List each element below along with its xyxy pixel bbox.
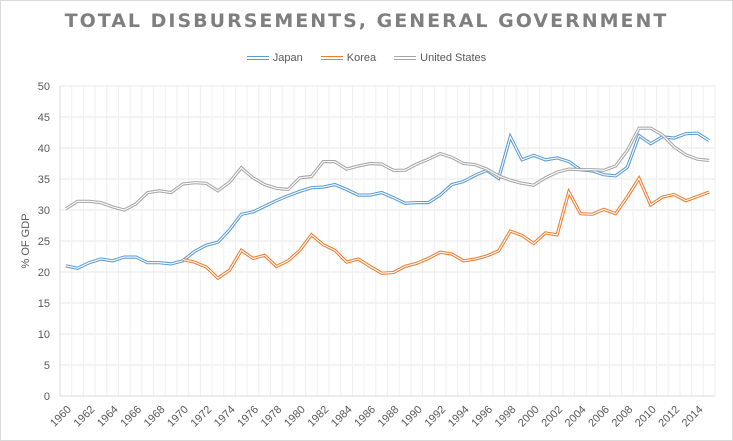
legend-label-united-states: United States	[420, 52, 487, 64]
series-line-inner-japan	[65, 132, 710, 269]
x-tick-label: 2008	[610, 404, 636, 430]
legend-item-japan: Japan	[246, 52, 303, 64]
series-lines	[64, 126, 711, 281]
y-tick-label: 30	[38, 205, 50, 217]
x-tick-label: 1974	[212, 404, 238, 430]
x-tick-label: 1992	[422, 404, 448, 430]
x-tick-label: 1968	[142, 404, 168, 430]
y-tick-label: 40	[38, 143, 50, 155]
y-tick-label: 0	[44, 391, 50, 403]
tick-labels: 0 5 10 15 20 25 30 35 40 45 50 19601962196419661968…	[38, 81, 706, 429]
series-japan	[65, 131, 711, 270]
series-korea	[182, 174, 710, 281]
x-tick-label: 1976	[235, 404, 261, 430]
x-tick-label: 2010	[633, 404, 659, 430]
legend-label-japan: Japan	[272, 52, 303, 64]
axes	[59, 86, 715, 397]
series-line-inner-united-states	[65, 127, 710, 211]
series-line-inner-korea	[182, 177, 710, 279]
chart-title: TOTAL DISBURSEMENTS, GENERAL GOVERNMENT	[64, 10, 669, 32]
x-tick-label: 2002	[539, 404, 565, 430]
gridlines	[59, 85, 716, 396]
y-tick-label: 35	[38, 174, 50, 186]
y-tick-label: 10	[38, 329, 50, 341]
x-tick-label: 1966	[118, 404, 144, 430]
x-tick-label: 1990	[399, 404, 425, 430]
x-tick-label: 1984	[329, 404, 355, 430]
x-tick-label: 1978	[259, 404, 285, 430]
y-tick-label: 50	[38, 81, 50, 93]
x-tick-label: 2006	[586, 404, 612, 430]
y-tick-label: 20	[38, 267, 50, 279]
legend: Japan Korea United States	[0, 52, 733, 64]
x-tick-label: 2004	[563, 404, 589, 430]
x-tick-label: 1998	[493, 404, 519, 430]
x-tick-label: 1972	[189, 404, 215, 430]
x-tick-label: 2014	[680, 404, 706, 430]
y-axis-label: % OF GDP	[20, 213, 32, 268]
x-tick-label: 2012	[656, 404, 682, 430]
x-tick-label: 1982	[305, 404, 331, 430]
legend-label-korea: Korea	[346, 52, 377, 64]
y-tick-label: 15	[38, 298, 50, 310]
y-tick-label: 45	[38, 112, 50, 124]
y-tick-label: 25	[38, 236, 50, 248]
x-tick-label: 1994	[446, 404, 472, 430]
legend-swatch-united-states	[394, 56, 417, 60]
x-tick-label: 1970	[165, 404, 191, 430]
x-tick-label: 1980	[282, 404, 308, 430]
legend-item-united-states: United States	[394, 52, 486, 64]
x-tick-label: 1962	[72, 404, 98, 430]
y-tick-label: 5	[44, 360, 50, 372]
x-tick-label: 2000	[516, 404, 542, 430]
x-tick-label: 1988	[376, 404, 402, 430]
legend-swatch-korea	[320, 56, 343, 60]
legend-swatch-japan	[246, 56, 269, 60]
x-tick-label: 1960	[48, 404, 74, 430]
x-tick-label: 1996	[469, 404, 495, 430]
x-tick-label: 1964	[95, 404, 121, 430]
series-united-states	[64, 126, 710, 212]
legend-item-korea: Korea	[320, 52, 377, 64]
x-tick-label: 1986	[352, 404, 378, 430]
